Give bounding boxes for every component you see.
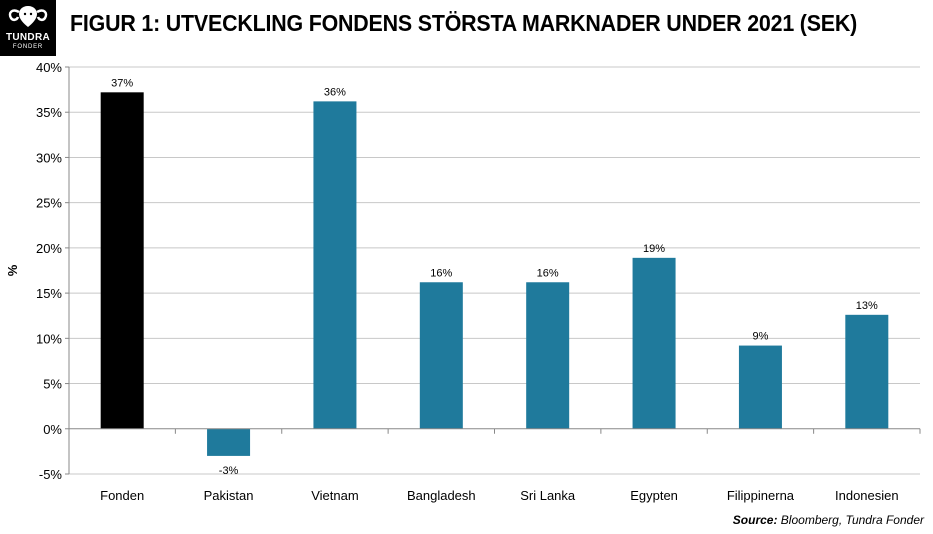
data-label: 13% <box>856 300 878 312</box>
y-tick-label: 30% <box>36 150 62 165</box>
bar <box>419 282 463 429</box>
bar <box>526 282 570 429</box>
y-tick-label: 35% <box>36 105 62 120</box>
y-tick-label: 10% <box>36 331 62 346</box>
bar <box>845 314 889 429</box>
y-tick-label: 20% <box>36 241 62 256</box>
y-tick-label: 0% <box>43 422 62 437</box>
bars <box>100 92 889 456</box>
logo-name: TUNDRA <box>5 32 51 43</box>
y-tick-label: 5% <box>43 377 62 392</box>
data-labels: 37% -3% 36% 16% 16% 19% 9% 13% <box>111 77 878 477</box>
bar <box>207 428 251 456</box>
y-tick-labels: -5% 0% 5% 10% 15% 20% 25% 30% 35% 40% <box>36 60 69 482</box>
y-tick-label: 25% <box>36 196 62 211</box>
data-label: 37% <box>111 77 133 89</box>
bar <box>313 101 357 429</box>
x-tick-labels: Fonden Pakistan Vietnam Bangladesh Sri Lanka… <box>100 488 898 503</box>
data-label: 19% <box>643 243 665 255</box>
x-tick-marks <box>68 428 921 434</box>
x-tick-label: Sri Lanka <box>520 488 576 503</box>
data-label: 16% <box>430 267 452 279</box>
data-label: 9% <box>752 331 768 343</box>
gridlines <box>69 66 920 475</box>
data-label: 16% <box>537 267 559 279</box>
data-label: -3% <box>219 465 239 477</box>
bar <box>632 257 676 429</box>
x-tick-label: Egypten <box>630 488 678 503</box>
data-label: 36% <box>324 86 346 98</box>
bar <box>738 345 782 429</box>
y-tick-label: -5% <box>39 467 63 482</box>
x-tick-label: Pakistan <box>204 488 254 503</box>
x-tick-label: Vietnam <box>311 488 358 503</box>
ram-head-icon <box>8 6 48 27</box>
y-axis-label: % <box>5 264 20 276</box>
y-tick-label: 15% <box>36 286 62 301</box>
y-tick-label: 40% <box>36 60 62 75</box>
source-label: Source: <box>732 513 778 527</box>
x-tick-label: Bangladesh <box>407 488 476 503</box>
logo-subtitle: FONDER <box>12 44 44 50</box>
tundra-logo: TUNDRA FONDER <box>0 0 56 56</box>
source-text: Bloomberg, Tundra Fonder <box>777 513 924 527</box>
source-note: Source: Bloomberg, Tundra Fonder <box>733 513 924 527</box>
x-tick-label: Filippinerna <box>727 488 795 503</box>
x-tick-label: Fonden <box>100 488 144 503</box>
x-tick-label: Indonesien <box>835 488 899 503</box>
chart-title: FIGUR 1: UTVECKLING FONDENS STÖRSTA MARK… <box>70 10 858 36</box>
bar <box>100 92 144 429</box>
